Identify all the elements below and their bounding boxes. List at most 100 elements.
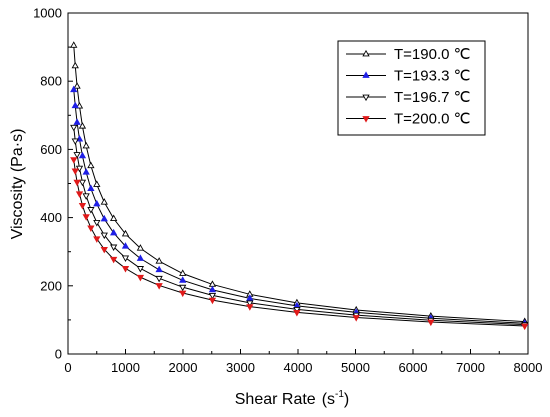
series-line [73, 89, 525, 324]
legend-entry: T=193.3 ℃ [346, 68, 470, 85]
series-line [73, 45, 525, 323]
data-point [179, 284, 187, 292]
data-point [87, 184, 95, 191]
data-point [246, 294, 254, 301]
data-point [70, 157, 78, 164]
data-point [293, 310, 301, 317]
data-point [121, 242, 130, 249]
data-point [82, 168, 90, 175]
data-point [93, 199, 101, 207]
y-tick-label: 0 [55, 347, 62, 362]
x-tick-label: 7000 [456, 360, 485, 375]
data-point [136, 266, 145, 273]
data-point [155, 265, 163, 273]
data-point [208, 292, 217, 300]
legend-entry: T=200.0 ℃ [346, 111, 470, 128]
legend-marker [362, 71, 370, 78]
x-tick-label: 6000 [399, 360, 428, 375]
series-3 [70, 124, 529, 329]
y-tick-label: 1000 [33, 6, 62, 21]
series-line [73, 159, 525, 327]
legend-marker [362, 49, 370, 57]
data-point [352, 315, 360, 322]
series-line [73, 127, 525, 326]
data-point [70, 41, 78, 48]
data-point [82, 141, 90, 149]
data-point [155, 275, 163, 283]
x-tick-label: 0 [64, 360, 71, 375]
data-point [78, 122, 87, 129]
data-point [136, 274, 145, 282]
legend-label: T=190.0 ℃ [394, 46, 470, 63]
data-point [155, 257, 163, 264]
data-point [71, 101, 79, 109]
data-point [427, 319, 435, 327]
x-tick-label: 5000 [341, 360, 370, 375]
data-point [100, 214, 108, 222]
data-point [208, 285, 217, 293]
data-point [93, 180, 101, 187]
legend: T=190.0 ℃ T=193.3 ℃ T=196.7 ℃ T=200.0 ℃ [337, 40, 486, 136]
data-point [179, 269, 187, 276]
data-point [136, 254, 145, 261]
data-point [70, 85, 78, 93]
data-point [87, 225, 95, 232]
legend-entry: T=190.0 ℃ [346, 46, 470, 63]
data-point [73, 152, 81, 159]
legend-entry: T=196.7 ℃ [346, 89, 470, 106]
data-point [293, 306, 301, 314]
data-point [121, 255, 130, 262]
data-point [78, 202, 87, 210]
data-point [71, 61, 79, 69]
x-axis-title: Shear Rate (s-1) [235, 389, 350, 408]
x-tick-label: 8000 [514, 360, 543, 375]
x-tick-label: 1000 [111, 360, 140, 375]
y-axis-title: Viscosity (Pa·s) [9, 129, 26, 240]
legend-label: T=193.3 ℃ [394, 68, 470, 85]
data-point [70, 124, 78, 132]
legend-label: T=196.7 ℃ [394, 89, 470, 106]
series-4 [70, 157, 529, 331]
data-point [71, 138, 79, 145]
y-tick-label: 400 [40, 210, 62, 225]
series-1 [70, 41, 529, 324]
data-point [78, 179, 87, 187]
y-axis: 0 200 400 600 800 1000 [33, 6, 73, 362]
series-layer [70, 41, 529, 331]
data-point [78, 151, 87, 159]
legend-marker [362, 116, 370, 123]
legend-marker [362, 94, 370, 102]
data-point [179, 290, 187, 298]
data-point [73, 82, 81, 89]
data-point [93, 220, 101, 227]
data-point [121, 266, 130, 273]
data-point [110, 214, 118, 221]
data-point [179, 276, 187, 283]
data-point [71, 168, 79, 176]
y-tick-label: 200 [40, 278, 62, 293]
data-point [110, 256, 118, 264]
data-point [110, 228, 118, 236]
data-point [87, 161, 95, 169]
data-point [246, 300, 254, 307]
data-point [73, 118, 81, 125]
data-point [82, 214, 90, 221]
data-point [82, 193, 90, 200]
data-point [93, 236, 101, 243]
series-2 [70, 85, 529, 326]
data-point [87, 207, 95, 214]
y-tick-label: 600 [40, 142, 62, 157]
data-point [100, 232, 108, 240]
data-point [136, 244, 145, 251]
x-tick-label: 3000 [226, 360, 255, 375]
data-point [110, 244, 118, 252]
data-point [75, 191, 84, 198]
data-point [100, 246, 108, 254]
legend-box [337, 40, 486, 136]
legend-label: T=200.0 ℃ [394, 111, 470, 128]
x-axis: 0 1000 2000 3000 4000 5000 6000 7000 8000 [64, 349, 542, 375]
data-point [208, 297, 217, 305]
x-tick-label: 4000 [284, 360, 313, 375]
data-point [521, 323, 529, 331]
